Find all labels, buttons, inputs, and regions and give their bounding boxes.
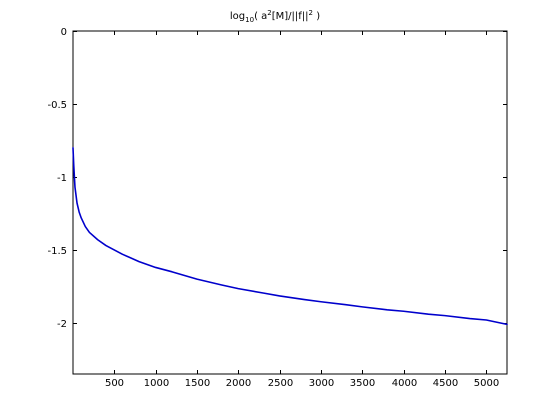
x-tick-label: 1500 [185,378,210,389]
title-part2: [M]/||f|| [272,11,309,22]
x-tick-label: 3000 [309,378,334,389]
x-tick-label: 2500 [268,378,293,389]
plot-area: 500 1000 1500 2000 2500 3000 3500 4000 4500 5000 0… [47,27,508,389]
y-tick-label: -1 [57,173,67,184]
series-line [72,146,508,326]
title-log: log [230,11,245,22]
title-part3: ) [313,11,320,22]
title-part1: ( a [254,11,267,22]
y-tick-label: -0.5 [47,100,67,111]
axes-box [72,30,508,375]
title-exponent-2: 2 [309,9,313,17]
x-tick-label: 1000 [144,378,169,389]
title-exponent-1: 2 [267,9,271,17]
title-base: 10 [245,16,254,24]
y-tick-label: -2 [57,319,67,330]
y-tick-label: -1.5 [47,246,67,257]
x-tick-label: 2000 [226,378,251,389]
x-tick-label: 5000 [474,378,499,389]
chart-title: log10( a2[M]/||f||2 ) [230,9,320,24]
x-tick-label: 3500 [350,378,375,389]
x-tick-label: 4000 [392,378,417,389]
x-tick-label: 500 [105,378,124,389]
x-tick-label: 4500 [433,378,458,389]
y-tick-label: 0 [61,27,67,38]
